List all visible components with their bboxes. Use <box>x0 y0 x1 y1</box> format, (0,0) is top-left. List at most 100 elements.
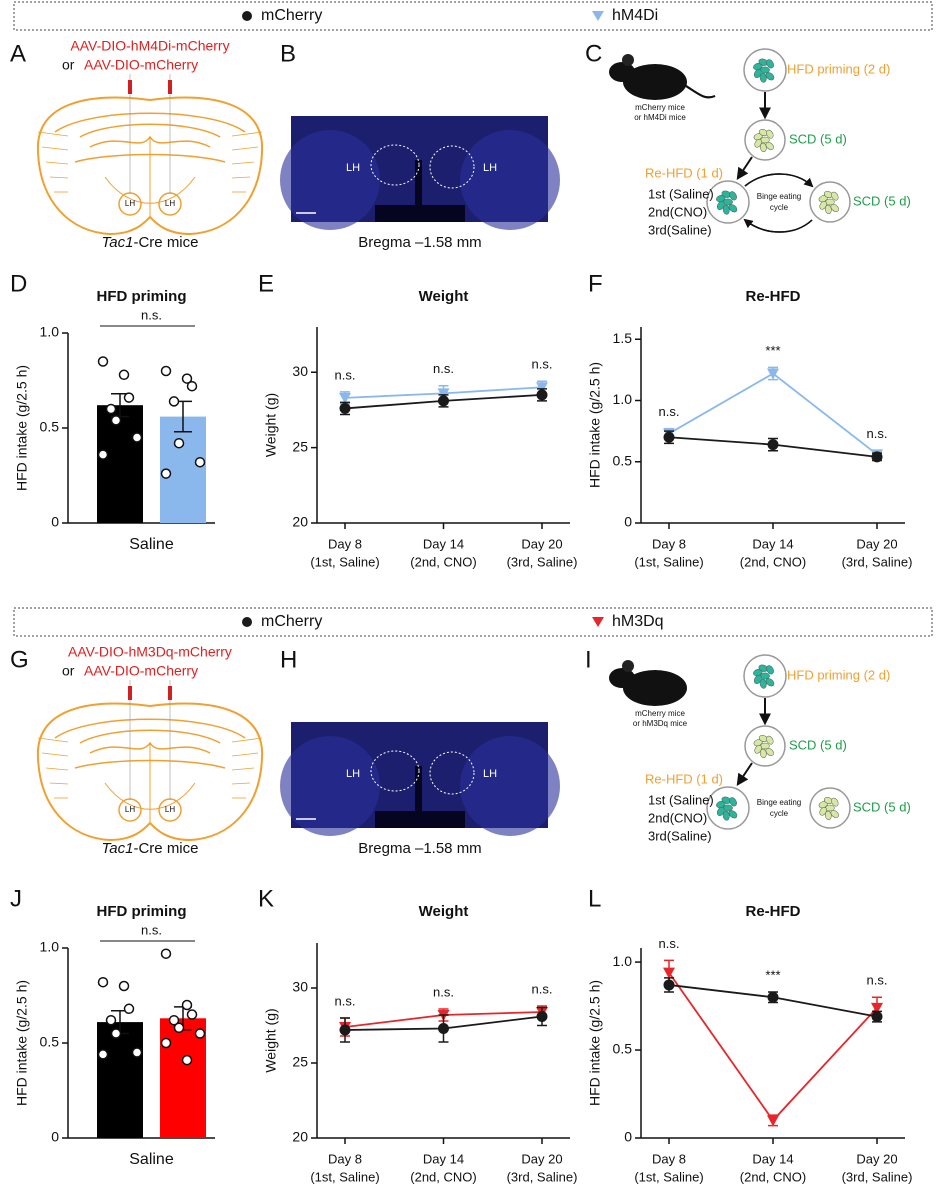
data-point <box>767 439 779 451</box>
x-axis-label: Saline <box>129 536 174 553</box>
x-tick-label: Day 14 <box>423 1151 464 1166</box>
mouse-line-suffix: -Cre mice <box>133 234 198 251</box>
pellet <box>716 806 725 816</box>
panel-letter: A <box>10 40 26 67</box>
ventricle <box>415 766 422 828</box>
pellet <box>729 797 737 807</box>
pellet <box>728 204 738 213</box>
pellet <box>819 806 827 816</box>
x-tick-label: (1st, Saline) <box>634 1169 703 1184</box>
y-axis-label: HFD intake (g/2.5 h) <box>587 980 603 1106</box>
legend-label: hM4Di <box>612 7 658 24</box>
data-point <box>118 980 130 992</box>
y-tick-label: 25 <box>292 1054 308 1070</box>
pellet <box>831 191 839 201</box>
y-tick-label: 30 <box>292 363 308 379</box>
data-point <box>105 403 117 415</box>
arrow <box>744 173 814 188</box>
x-tick-label: Day 8 <box>328 1151 362 1166</box>
y-tick-label: 1.5 <box>613 330 633 346</box>
panel-letter: D <box>10 270 27 297</box>
panel-letter: E <box>258 270 274 297</box>
data-point <box>123 1003 135 1015</box>
lh-outline <box>370 750 420 792</box>
y-tick-label: 1.0 <box>40 324 60 340</box>
data-point <box>767 1115 779 1127</box>
mouse-line-name: Tac1 <box>102 840 134 857</box>
step-label: HFD priming (2 d) <box>787 61 890 76</box>
brain-line <box>231 782 251 785</box>
x-tick-label: Day 14 <box>752 1151 793 1166</box>
chart-title: Weight <box>419 288 469 305</box>
panel-letter: K <box>258 885 274 912</box>
mouse-tail <box>685 85 716 99</box>
data-point <box>437 388 450 400</box>
session-label: 3rd(Saline) <box>648 828 712 843</box>
data-point <box>663 967 675 979</box>
lh-outline <box>429 751 475 795</box>
brain-line <box>49 176 69 179</box>
y-tick-label: 0.5 <box>40 419 60 435</box>
y-axis-label: Weight (g) <box>263 1008 279 1072</box>
brain-line <box>79 729 221 744</box>
panel-letter: F <box>588 270 603 297</box>
legend-label: mCherry <box>261 613 322 630</box>
data-point <box>186 1009 198 1020</box>
session-label: 1st (Saline) <box>648 792 714 807</box>
brain-line <box>54 112 246 133</box>
data-point <box>767 991 779 1003</box>
data-point <box>663 979 675 991</box>
significance: n.s. <box>867 426 888 441</box>
arrow <box>743 218 813 233</box>
significance: n.s. <box>433 361 454 376</box>
data-point <box>173 1022 185 1034</box>
data-point <box>160 948 172 959</box>
brain-line <box>41 146 69 151</box>
data-point <box>97 449 109 460</box>
x-tick-label: (1st, Saline) <box>310 1169 379 1184</box>
step-label: SCD (5 d) <box>853 799 911 814</box>
virus-label: AAV-DIO-hM3Dq-mCherry <box>68 644 232 660</box>
brain-line <box>36 96 264 236</box>
brain-line <box>54 718 246 739</box>
panel-letter: I <box>585 646 592 673</box>
data-point <box>168 396 180 407</box>
data-point <box>663 431 675 443</box>
session-label: 3rd(Saline) <box>648 222 712 237</box>
panel-letter: G <box>10 646 29 673</box>
arrow <box>736 762 753 786</box>
pellet <box>830 204 839 212</box>
data-point <box>536 389 548 401</box>
y-axis-label: HFD intake (g/2.5 h) <box>14 365 30 491</box>
legend-box <box>13 1 933 31</box>
data-point <box>194 456 206 468</box>
step-label: Re-HFD (1 d) <box>645 771 723 786</box>
y-axis-label: Weight (g) <box>263 393 279 457</box>
mice-label: or hM4Di mice <box>634 113 686 122</box>
data-point <box>181 1054 193 1066</box>
significance: *** <box>765 343 780 358</box>
y-tick-label: 0.5 <box>40 1034 60 1050</box>
virus-label: AAV-DIO-mCherry <box>84 57 198 73</box>
y-axis-label: HFD intake (g/2.5 h) <box>587 362 603 488</box>
pellet <box>830 810 839 818</box>
brain-line <box>37 131 69 137</box>
data-point <box>536 1011 548 1022</box>
legend-label: hM3Dq <box>612 613 664 630</box>
significance: n.s. <box>335 993 356 1008</box>
pellet <box>753 68 762 78</box>
mouse-head <box>609 62 635 82</box>
x-tick-label: Day 20 <box>521 1151 562 1166</box>
pellet <box>753 674 762 684</box>
x-tick-label: (3rd, Saline) <box>507 554 578 569</box>
region-label: LH <box>165 805 175 814</box>
brain-line <box>231 767 255 771</box>
lh-outline <box>370 144 420 186</box>
pellet <box>754 138 762 148</box>
legend-box <box>13 607 933 637</box>
brain-line <box>41 752 69 757</box>
significance: n.s. <box>659 936 680 951</box>
mouse-body <box>623 670 687 706</box>
chart-title: HFD priming <box>97 903 187 920</box>
brain-line <box>231 752 259 757</box>
